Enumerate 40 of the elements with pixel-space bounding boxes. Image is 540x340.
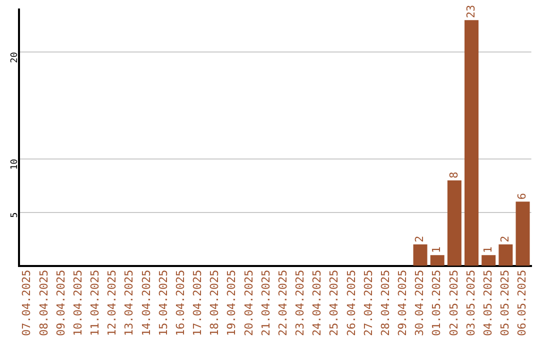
x-tick-label: 05.05.2025 — [498, 270, 512, 336]
x-tick-label: 17.04.2025 — [191, 270, 204, 336]
x-tick-label: 29.04.2025 — [396, 270, 410, 336]
x-tick-label: 25.04.2025 — [328, 270, 341, 336]
y-tick-label: 20 — [10, 52, 20, 63]
x-tick-label: 22.04.2025 — [276, 270, 290, 336]
x-tick-label: 01.05.2025 — [430, 270, 444, 336]
x-tick-label: 13.04.2025 — [122, 270, 136, 336]
x-tick-label: 06.05.2025 — [516, 270, 529, 336]
y-tick-label: 5 — [10, 212, 20, 218]
x-tick-label: 08.04.2025 — [37, 270, 50, 336]
data-label: 23 — [464, 4, 478, 18]
x-tick-label: 14.04.2025 — [140, 270, 153, 336]
x-tick-label: 10.04.2025 — [71, 270, 84, 336]
y-tick-label: 10 — [10, 158, 20, 170]
x-tick-label: 19.04.2025 — [225, 270, 238, 336]
x-tick-label: 12.04.2025 — [106, 270, 119, 336]
x-tick-label: 04.05.2025 — [481, 270, 494, 336]
x-tick-label: 03.05.2025 — [464, 270, 478, 336]
x-tick-label: 28.04.2025 — [378, 270, 392, 336]
x-tick-label: 23.04.2025 — [294, 270, 307, 336]
x-tick-label: 02.05.2025 — [447, 270, 460, 336]
x-tick-label: 20.04.2025 — [242, 270, 256, 336]
x-tick-label: 15.04.2025 — [156, 270, 170, 336]
data-label: 1 — [481, 246, 494, 254]
data-label: 6 — [516, 193, 529, 200]
x-tick-label: 27.04.2025 — [362, 270, 375, 336]
data-label: 2 — [413, 236, 426, 242]
x-tick-label: 07.04.2025 — [20, 270, 34, 336]
x-tick-label: 16.04.2025 — [174, 270, 187, 336]
x-tick-label: 21.04.2025 — [259, 270, 272, 336]
data-label: 2 — [498, 236, 512, 242]
x-tick-label: 09.04.2025 — [54, 270, 68, 336]
data-label: 8 — [447, 172, 460, 178]
x-tick-label: 26.04.2025 — [344, 270, 358, 336]
x-tick-label: 24.04.2025 — [310, 270, 324, 336]
x-tick-label: 18.04.2025 — [208, 270, 222, 336]
data-label: 1 — [430, 246, 444, 254]
x-tick-label: 30.04.2025 — [413, 270, 426, 336]
x-tick-label: 11.04.2025 — [88, 270, 102, 336]
